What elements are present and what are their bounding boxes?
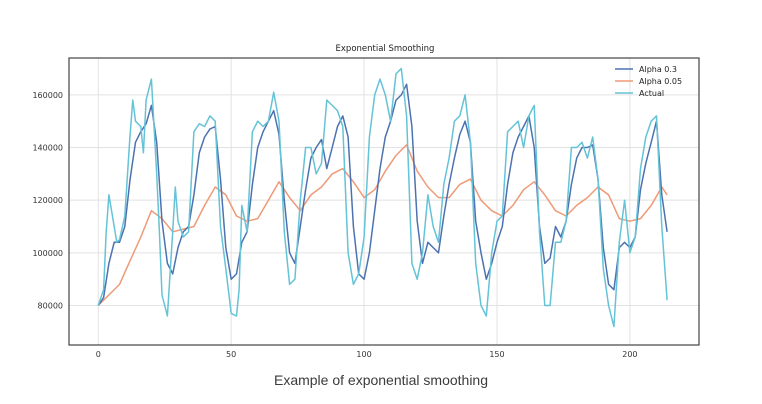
plot-frame <box>68 57 700 346</box>
x-tick-label: 0 <box>96 350 101 359</box>
y-tick-label: 160000 <box>32 91 63 100</box>
y-tick-label: 120000 <box>32 196 63 205</box>
y-tick-label: 100000 <box>32 249 63 258</box>
exponential-smoothing-chart: Exponential Smoothing 0 50 100 150 200 80000 1… <box>0 0 762 370</box>
axis-ticks: 0 50 100 150 200 80000 100000 120000 140000 16000… <box>32 91 637 359</box>
x-tick-label: 200 <box>622 350 637 359</box>
series-line-actual <box>97 67 668 328</box>
y-tick-label: 80000 <box>38 302 63 311</box>
series-line-alpha-0-05 <box>97 144 668 307</box>
legend-label: Actual <box>639 89 664 98</box>
series-line-alpha-0-3 <box>97 83 668 306</box>
legend: Alpha 0.3 Alpha 0.05 Actual <box>615 65 682 98</box>
legend-label: Alpha 0.3 <box>639 65 677 74</box>
series-layer <box>97 67 668 328</box>
y-tick-label: 140000 <box>32 144 63 153</box>
x-tick-label: 50 <box>226 350 236 359</box>
legend-label: Alpha 0.05 <box>639 77 682 86</box>
figure-background <box>0 0 762 370</box>
x-tick-label: 150 <box>489 350 504 359</box>
figure-caption: Example of exponential smoothing <box>273 372 489 388</box>
x-tick-label: 100 <box>356 350 371 359</box>
chart-title: Exponential Smoothing <box>336 44 435 54</box>
